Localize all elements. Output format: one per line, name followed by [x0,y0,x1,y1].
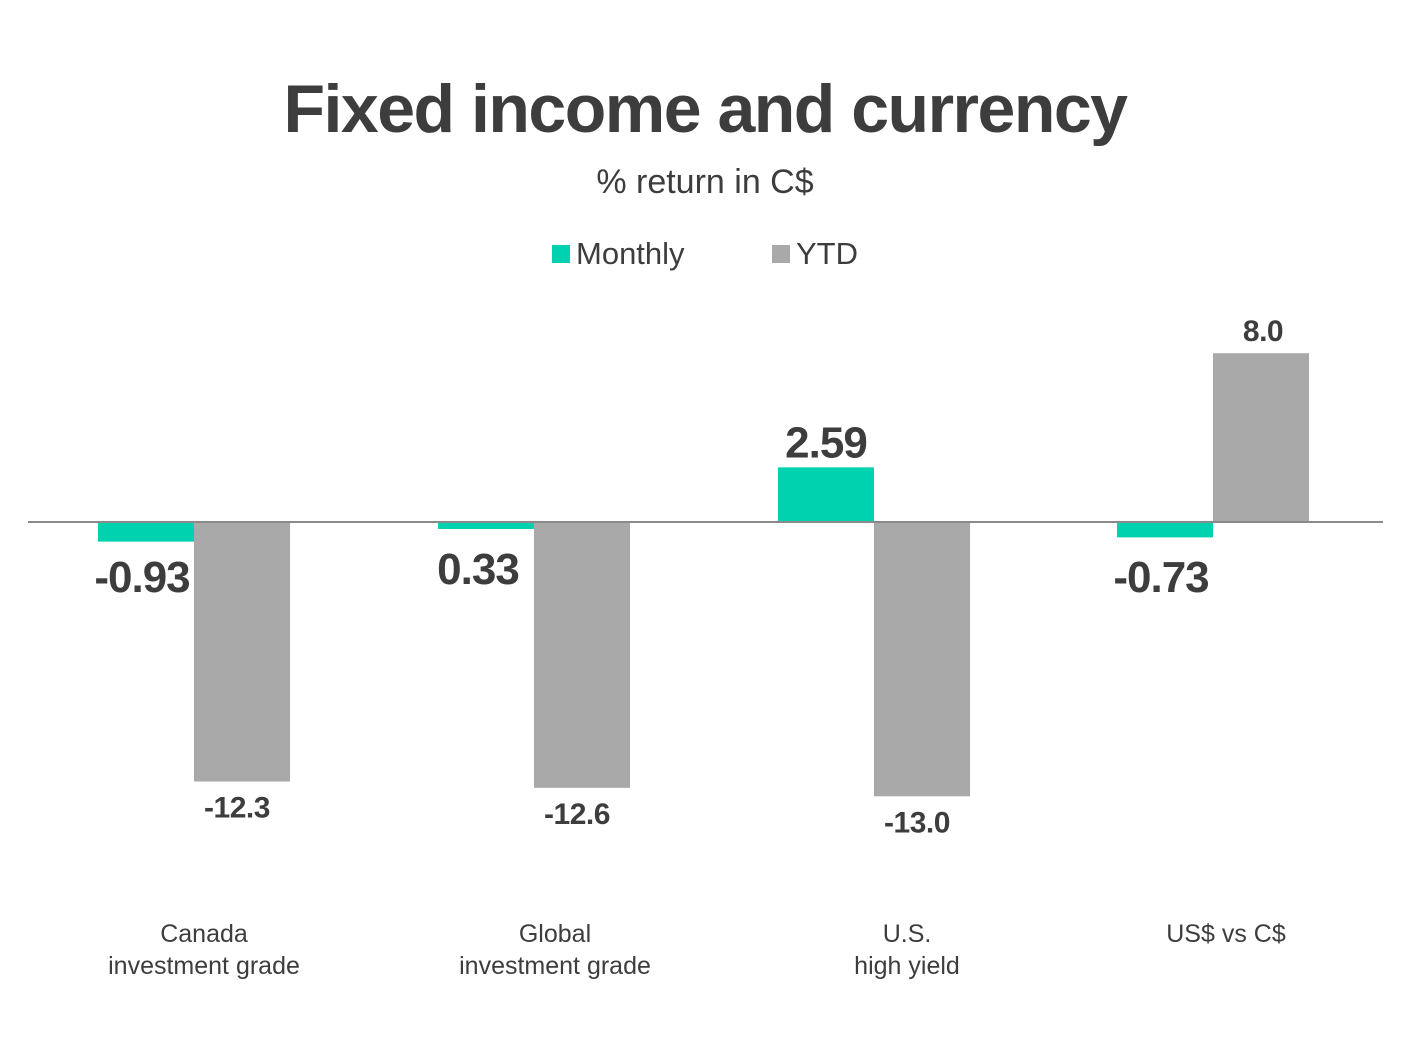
legend-item-ytd: YTD [772,234,858,274]
category-label-3-line-0: US$ vs C$ [1166,920,1286,948]
data-label-ytd-2: -13.0 [884,806,950,839]
data-label-monthly-2: 2.59 [785,418,867,467]
category-label-1-line-1: investment grade [459,952,651,980]
category-label-2-line-1: high yield [854,952,960,980]
bar-monthly-0 [98,522,194,542]
data-label-ytd-3: 8.0 [1243,315,1283,348]
legend-label-ytd: YTD [796,236,858,271]
data-label-monthly-3: -0.73 [1113,553,1208,602]
category-label-0-line-1: investment grade [108,952,300,980]
legend-swatch-ytd [772,245,790,263]
bar-ytd-3 [1213,353,1309,522]
legend-item-monthly: Monthly [552,234,685,274]
data-label-monthly-0: -0.93 [94,553,189,602]
bar-ytd-0 [194,522,290,782]
bar-monthly-3 [1117,522,1213,538]
data-label-ytd-0: -12.3 [204,792,270,825]
data-label-monthly-1: 0.33 [437,545,519,594]
data-label-ytd-1: -12.6 [544,798,610,831]
bar-ytd-1 [534,522,630,788]
legend-swatch-monthly [552,245,570,263]
bar-ytd-2 [874,522,970,797]
category-label-0-line-0: Canada [160,920,248,948]
bar-monthly-2 [778,467,874,522]
category-label-1-line-0: Global [519,920,591,948]
legend-label-monthly: Monthly [576,236,685,271]
chart-subtitle: % return in C$ [596,163,814,201]
bar-monthly-1 [438,522,534,529]
category-label-2-line-0: U.S. [883,920,932,948]
chart-title: Fixed income and currency [283,71,1128,147]
